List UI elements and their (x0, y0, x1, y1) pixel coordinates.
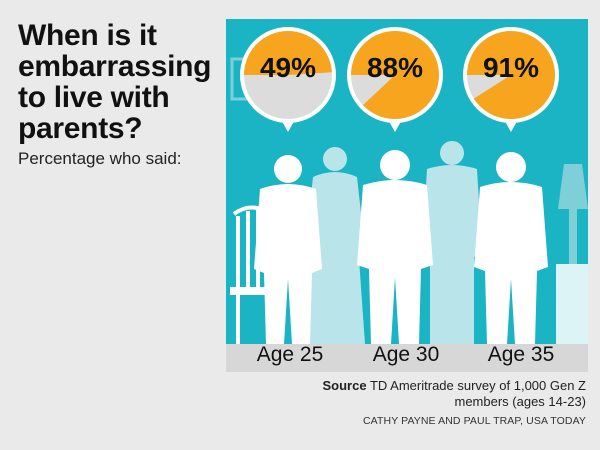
pie-label-age-30: 88% (367, 52, 423, 83)
silhouette-woman (305, 147, 365, 344)
source-label: Source (322, 378, 367, 393)
pie-label-age-25: 49% (260, 52, 316, 83)
pie-slice-age-25 (244, 30, 332, 75)
category-label-age-35: Age 35 (487, 343, 555, 366)
silhouette-age-35 (474, 152, 548, 344)
back-silhouettes (305, 141, 482, 344)
pie-label-age-35: 91% (483, 52, 539, 83)
background-decor (230, 57, 588, 344)
chart-title: When is it embarrassing to live with par… (18, 19, 212, 145)
front-silhouettes (254, 150, 548, 344)
credit-line: CATHY PAYNE AND PAUL TRAP, USA TODAY (362, 415, 586, 427)
source-text: TD Ameritrade survey of 1,000 Gen Z memb… (369, 378, 586, 409)
silhouette-man (422, 141, 482, 344)
silhouette-age-30 (357, 150, 433, 344)
chart-svg: 49% 88% 91% (230, 27, 588, 344)
lamp-stand (569, 209, 577, 264)
chart-panel: 49% 88% 91% (226, 19, 588, 344)
silhouette-age-25 (254, 155, 322, 344)
side-table (556, 264, 588, 344)
lamp-shade (558, 164, 588, 209)
pie-slice-age-35 (467, 31, 555, 119)
pie-slice-age-30 (351, 31, 439, 119)
category-label-age-30: Age 30 (372, 343, 440, 366)
chart-subtitle: Percentage who said: (18, 149, 182, 168)
category-band (226, 344, 588, 372)
source-note: Source TD Ameritrade survey of 1,000 Gen… (286, 378, 586, 410)
pie-group: 49% 88% 91% (240, 27, 559, 132)
category-label-age-25: Age 25 (256, 343, 324, 366)
